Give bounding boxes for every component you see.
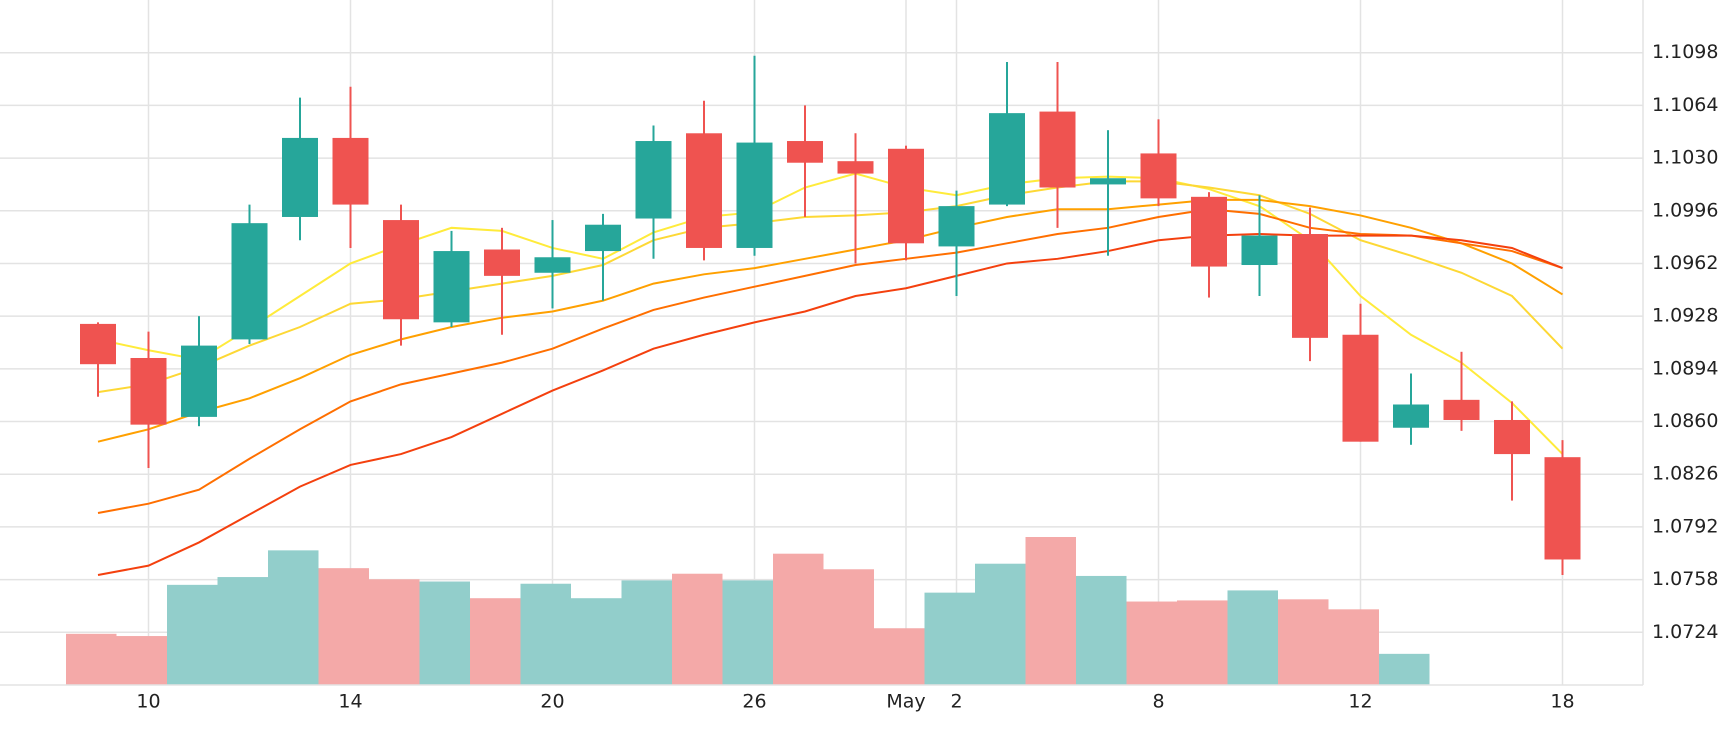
candle-body — [686, 133, 722, 248]
candle-body — [938, 206, 975, 247]
x-tick-label: 20 — [540, 691, 564, 713]
volume-bar — [1227, 590, 1278, 685]
candle-body — [787, 141, 823, 163]
volume-bar — [571, 598, 622, 685]
x-tick-label: May — [886, 691, 925, 713]
y-tick-label: 1.0724 — [1652, 621, 1718, 643]
y-tick-label: 1.0758 — [1652, 568, 1718, 590]
x-tick-label: 18 — [1550, 691, 1574, 713]
labels: 1.0724 1.0758 1.0792 1.0826 1.0860 1.0894 1.09… — [136, 41, 1718, 712]
volume-bar — [621, 580, 672, 685]
y-tick-label: 1.0962 — [1652, 252, 1718, 274]
candle-body — [1494, 419, 1530, 455]
volume-bar — [1278, 599, 1329, 685]
candle-body — [989, 113, 1025, 205]
volume-layer — [66, 537, 1430, 685]
candle-body — [1039, 111, 1076, 188]
candle-body — [1191, 196, 1227, 267]
volume-bar — [823, 569, 874, 685]
candle-body — [1090, 178, 1126, 185]
moving-average-line — [97, 180, 1564, 394]
y-tick-label: 1.1098 — [1652, 41, 1718, 63]
volume-bar — [217, 577, 268, 685]
volume-bar — [268, 550, 319, 685]
candle-body — [585, 224, 621, 252]
y-tick-label: 1.0996 — [1652, 199, 1718, 221]
x-tick-label: 26 — [742, 691, 766, 713]
candle-body — [888, 148, 924, 244]
candle-body — [1443, 399, 1480, 420]
volume-bar — [1025, 537, 1076, 685]
y-tick-label: 1.0792 — [1652, 515, 1718, 537]
candle-body — [383, 220, 419, 320]
candle-body — [1544, 457, 1581, 560]
x-tick-label: 2 — [950, 691, 962, 713]
candle-body — [1393, 404, 1429, 428]
candle-body — [332, 137, 369, 205]
x-tick-label: 8 — [1152, 691, 1164, 713]
y-tick-label: 1.1030 — [1652, 147, 1718, 169]
volume-bar — [924, 592, 975, 685]
volume-bar — [520, 583, 571, 685]
x-tick-label: 10 — [136, 691, 160, 713]
volume-bar — [1177, 600, 1228, 685]
volume-bar — [773, 553, 824, 685]
candles — [80, 55, 1581, 575]
volume-bar — [66, 633, 117, 685]
candle-body — [1292, 234, 1328, 338]
candle-body — [433, 251, 470, 323]
candle-body — [837, 161, 874, 174]
volume-bar — [1126, 601, 1177, 685]
moving-average-line — [97, 198, 1564, 443]
volume-bar — [1076, 575, 1127, 685]
volume-bar — [722, 580, 773, 685]
candle-body — [736, 142, 773, 248]
candle-body — [534, 257, 571, 273]
volume-bar — [470, 598, 521, 685]
x-tick-label: 14 — [338, 691, 362, 713]
y-tick-label: 1.0826 — [1652, 463, 1718, 485]
y-tick-label: 1.0894 — [1652, 357, 1718, 379]
moving-average-line — [97, 208, 1563, 514]
y-tick-label: 1.0928 — [1652, 305, 1718, 327]
volume-bar — [116, 636, 167, 685]
candle-body — [282, 137, 318, 217]
candle-body — [1342, 334, 1379, 442]
candle-body — [130, 357, 167, 425]
volume-bar — [419, 581, 470, 685]
volume-bar — [369, 579, 420, 685]
candle-body — [484, 249, 520, 276]
y-tick-label: 1.1064 — [1652, 94, 1718, 116]
candle-body — [1140, 153, 1177, 199]
y-tick-label: 1.0860 — [1652, 410, 1718, 432]
volume-bar — [1379, 653, 1430, 685]
volume-bar — [975, 563, 1026, 685]
volume-bar — [318, 568, 369, 685]
candle-body — [1241, 235, 1278, 266]
volume-bar — [874, 628, 925, 685]
candle-body — [635, 141, 672, 219]
candle-body — [80, 323, 116, 365]
candle-body — [231, 223, 268, 340]
volume-bar — [167, 584, 218, 685]
volume-bar — [672, 573, 723, 685]
x-tick-label: 12 — [1348, 691, 1372, 713]
volume-bar — [1328, 609, 1379, 685]
candle-body — [181, 345, 217, 417]
